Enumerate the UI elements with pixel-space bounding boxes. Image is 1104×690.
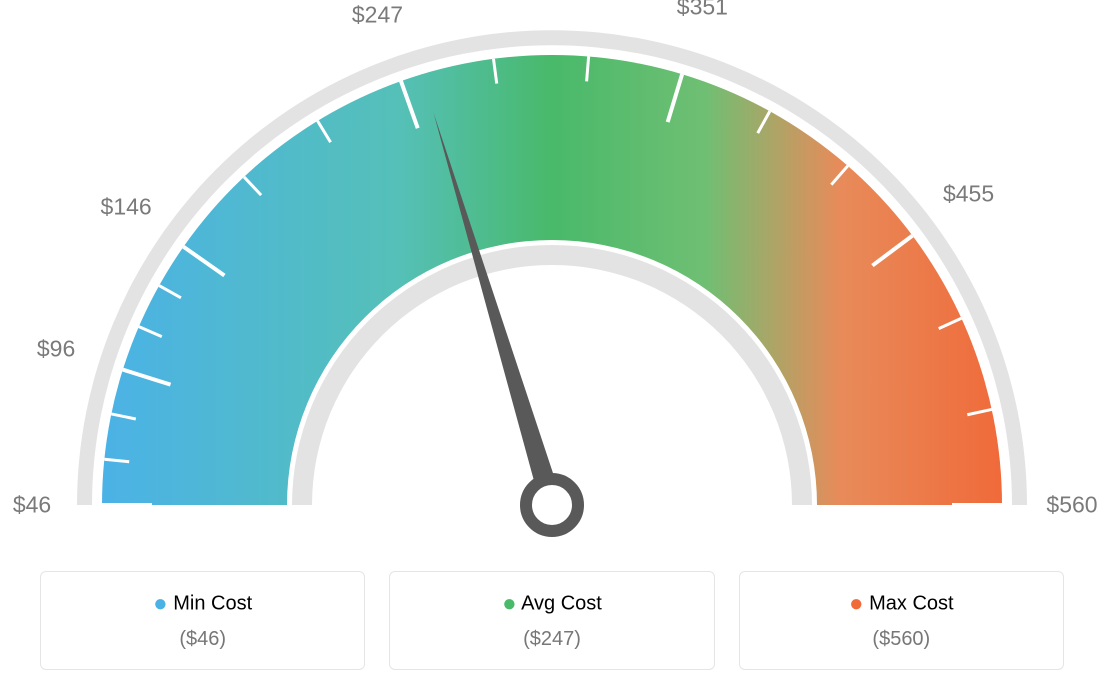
legend-max-value: ($560) bbox=[740, 628, 1063, 651]
tick-label: $46 bbox=[13, 492, 51, 519]
tick-label: $146 bbox=[101, 193, 152, 220]
dot-icon: ● bbox=[849, 590, 864, 617]
legend-min-value: ($46) bbox=[41, 628, 364, 651]
gauge-area: $46 $96 $146 $247 $351 $455 $560 bbox=[0, 0, 1104, 560]
legend-max-label: Max Cost bbox=[869, 592, 953, 614]
legend-avg-label: Avg Cost bbox=[521, 592, 602, 614]
legend-min-title: ● Min Cost bbox=[41, 590, 364, 618]
legend-avg-title: ● Avg Cost bbox=[390, 590, 713, 618]
legend-max-box: ● Max Cost ($560) bbox=[739, 571, 1064, 670]
gauge-svg bbox=[0, 0, 1104, 560]
tick-label: $247 bbox=[352, 2, 403, 29]
legend-min-box: ● Min Cost ($46) bbox=[40, 571, 365, 670]
legend-area: ● Min Cost ($46) ● Avg Cost ($247) ● Max… bbox=[40, 571, 1064, 670]
legend-max-title: ● Max Cost bbox=[740, 590, 1063, 618]
tick-label: $455 bbox=[943, 180, 994, 207]
legend-min-label: Min Cost bbox=[173, 592, 252, 614]
tick-label: $96 bbox=[37, 335, 75, 362]
tick-label: $560 bbox=[1046, 492, 1097, 519]
dot-icon: ● bbox=[502, 590, 517, 617]
dot-icon: ● bbox=[153, 590, 168, 617]
tick-label: $351 bbox=[677, 0, 728, 21]
legend-avg-value: ($247) bbox=[390, 628, 713, 651]
legend-avg-box: ● Avg Cost ($247) bbox=[389, 571, 714, 670]
cost-gauge-chart: $46 $96 $146 $247 $351 $455 $560 ● Min Cost ($… bbox=[0, 0, 1104, 690]
